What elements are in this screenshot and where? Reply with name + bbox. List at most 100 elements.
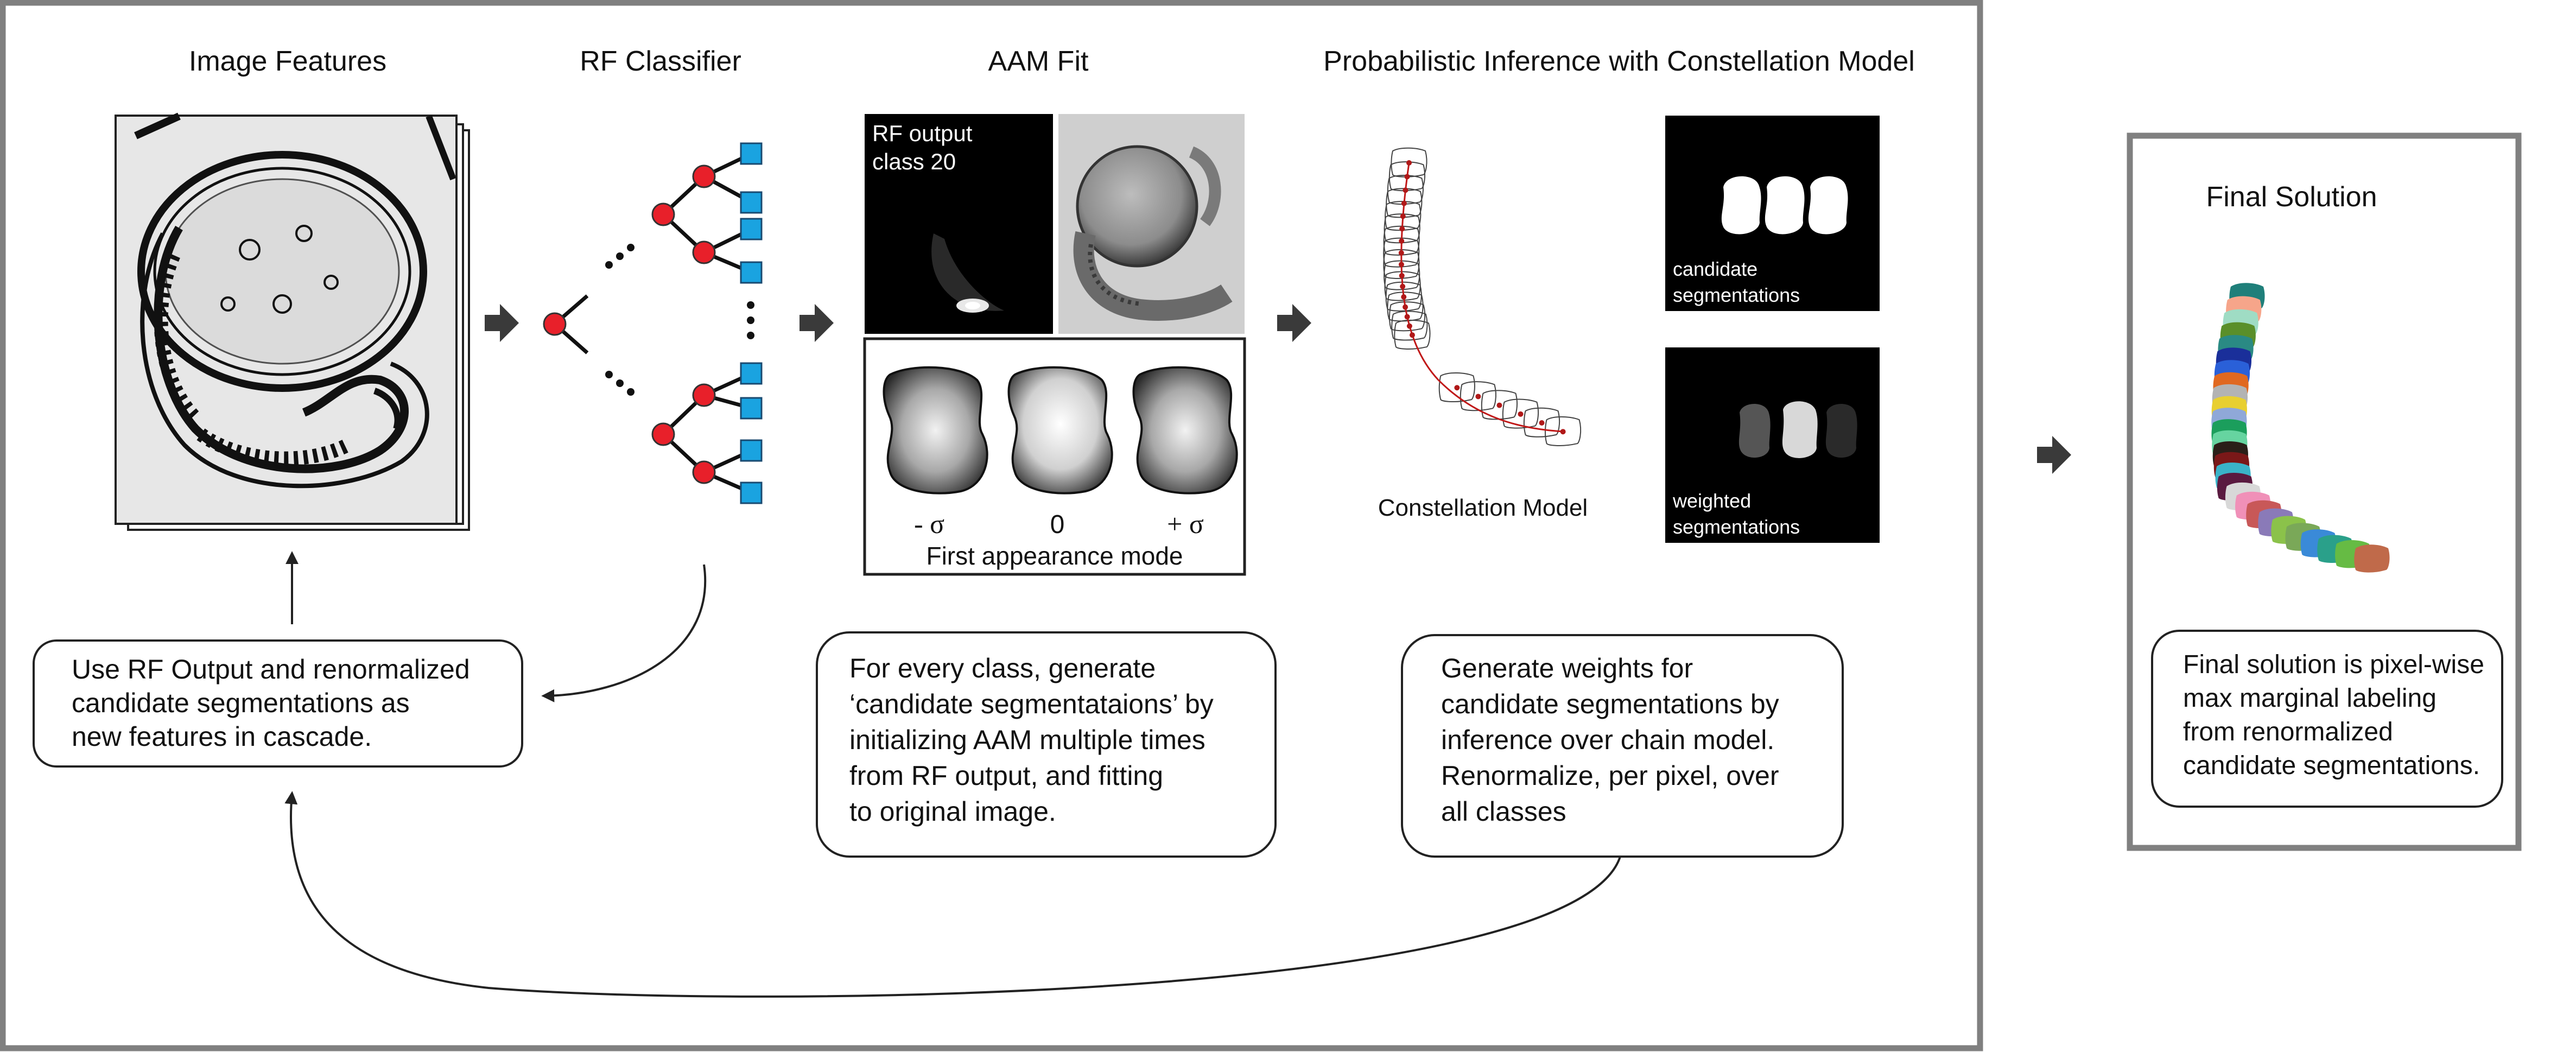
chain-line <box>1400 162 1564 433</box>
candidate-segmentations-image: candidate segmentations <box>1665 116 1880 311</box>
arrow-weights-to-cascade <box>284 791 1621 998</box>
note-weights-line: Generate weights for <box>1441 653 1693 683</box>
chain-dot <box>1403 187 1408 193</box>
final-frame <box>2127 132 2522 851</box>
arrow-rf-to-cascade <box>541 564 706 702</box>
title-final-solution: Final Solution <box>2206 181 2377 213</box>
chain-segment <box>1383 237 1420 268</box>
chain-dot <box>1398 250 1404 256</box>
chain-dot <box>1539 420 1545 426</box>
blob-minus-sigma <box>883 366 988 495</box>
chain-dot <box>1399 272 1405 278</box>
candidate-label-1: candidate <box>1673 258 1757 280</box>
chain-dot <box>1406 160 1412 166</box>
rf-leaves <box>740 142 763 504</box>
forward-arrow-4 <box>2037 436 2071 474</box>
chain-dot <box>1400 283 1406 289</box>
blob-zero <box>1007 366 1113 495</box>
title-inference: Probabilistic Inference with Constellati… <box>1323 46 1915 77</box>
note-cascade-line: Use RF Output and renormalized <box>72 654 470 685</box>
weighted-label-2: segmentations <box>1673 516 1800 538</box>
chain-segment <box>1384 260 1420 290</box>
note-aam-line: ‘candidate segmentataions’ by <box>849 689 1214 719</box>
chain-segment <box>1383 249 1420 279</box>
note-aam: For every class, generate ‘candidate seg… <box>816 631 1277 858</box>
rf-nodes <box>543 164 716 484</box>
note-cascade: Use RF Output and renormalized candidate… <box>33 639 523 768</box>
title-rf-classifier: RF Classifier <box>580 46 741 77</box>
embryo-photo <box>1058 114 1245 334</box>
chain-segment <box>1502 398 1539 429</box>
note-cascade-line: candidate segmentations as <box>72 688 410 718</box>
chain-segment <box>1544 416 1582 446</box>
ellipsis-dots <box>605 244 754 396</box>
chain-dot <box>1454 385 1460 391</box>
chain-dots <box>1398 160 1566 435</box>
forward-arrow-2 <box>800 304 834 342</box>
chain-dot <box>1518 411 1524 417</box>
note-aam-line: to original image. <box>849 796 1056 827</box>
forward-arrow-1 <box>485 304 519 342</box>
rf-output-label-1: RF output <box>872 121 973 146</box>
note-aam-line: from RF output, and fitting <box>849 761 1163 791</box>
note-weights-line: inference over chain model. <box>1441 725 1774 755</box>
image-features-stack <box>115 112 470 531</box>
appearance-caption: First appearance mode <box>926 542 1183 570</box>
main-frame <box>0 0 1983 1051</box>
title-image-features: Image Features <box>189 46 386 77</box>
chain-dot <box>1401 200 1407 206</box>
rf-output-image: RF output class 20 <box>865 114 1053 334</box>
chain-dot <box>1399 226 1405 232</box>
embryo-feature-drawing <box>134 112 456 489</box>
rf-tree <box>553 151 753 495</box>
forward-arrow-3 <box>1277 304 1311 342</box>
chain-segment <box>1394 319 1431 350</box>
note-weights: Generate weights for candidate segmentat… <box>1401 634 1844 858</box>
chain-segment <box>1391 310 1428 341</box>
weighted-label-1: weighted <box>1672 490 1751 512</box>
label-plus-sigma: + σ <box>1167 509 1204 539</box>
label-zero: 0 <box>1050 510 1065 539</box>
chain-segment <box>1387 291 1424 322</box>
title-aam-fit: AAM Fit <box>988 46 1089 77</box>
note-aam-line: initializing AAM multiple times <box>849 725 1205 755</box>
rf-output-label-2: class 20 <box>872 149 956 174</box>
chain-dot <box>1403 304 1408 310</box>
note-weights-line: all classes <box>1441 796 1566 827</box>
chain-segment <box>1383 225 1420 256</box>
chain-segments <box>1383 147 1582 446</box>
note-final-line: max marginal labeling <box>2183 684 2437 713</box>
chain-dot <box>1404 174 1410 180</box>
chain-dot <box>1401 294 1407 300</box>
chain-segment <box>1388 301 1426 332</box>
chain-segment <box>1438 372 1475 402</box>
note-aam-line: For every class, generate <box>849 653 1156 683</box>
chain-segment <box>1481 390 1518 420</box>
note-weights-text: Generate weights for candidate segmentat… <box>1441 653 1787 827</box>
weighted-segmentations-image: weighted segmentations <box>1665 347 1880 543</box>
chain-dot <box>1409 332 1415 338</box>
blob-plus-sigma <box>1132 366 1238 495</box>
tree-root-node <box>543 312 567 336</box>
chain-dot <box>1496 402 1502 408</box>
note-final: Final solution is pixel-wise max margina… <box>2151 630 2503 808</box>
note-final-line: from renormalized <box>2183 718 2393 746</box>
note-cascade-line: new features in cascade. <box>72 721 372 752</box>
chain-dot <box>1475 394 1481 400</box>
chain-dot <box>1560 429 1566 435</box>
note-cascade-text: Use RF Output and renormalized candidate… <box>72 654 478 752</box>
final-solution-segmentation <box>2211 283 2390 573</box>
note-weights-line: Renormalize, per pixel, over <box>1441 761 1779 791</box>
note-aam-text: For every class, generate ‘candidate seg… <box>849 653 1221 827</box>
constellation-model: Constellation Model <box>1378 147 1588 521</box>
chain-segment <box>1384 271 1421 301</box>
label-minus-sigma: - σ <box>914 509 944 539</box>
chain-dot <box>1404 314 1410 320</box>
candidate-label-2: segmentations <box>1673 284 1800 306</box>
note-final-line: Final solution is pixel-wise <box>2183 650 2484 679</box>
note-weights-line: candidate segmentations by <box>1441 689 1779 719</box>
chain-dot <box>1399 238 1405 244</box>
final-segment <box>2354 544 2390 573</box>
appearance-mode-panel: - σ 0 + σ First appearance mode <box>863 337 1246 576</box>
